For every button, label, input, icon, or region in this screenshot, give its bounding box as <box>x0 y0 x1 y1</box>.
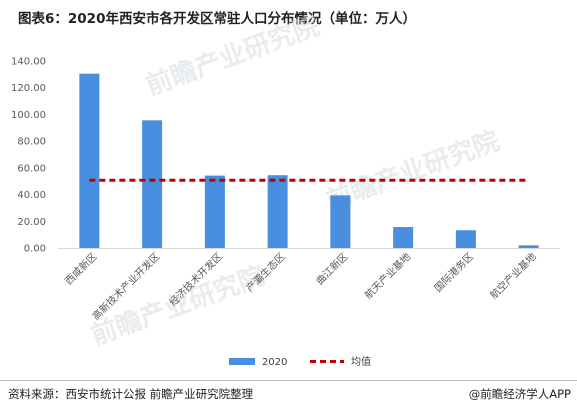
legend-label-2020: 2020 <box>262 357 287 368</box>
footer-divider <box>0 380 577 381</box>
y-tick-label: 100.00 <box>11 110 46 121</box>
y-tick-label: 0.00 <box>24 244 46 255</box>
legend-label-average: 均值 <box>351 355 371 368</box>
bar <box>142 120 163 248</box>
bar <box>204 175 225 248</box>
legend-swatch-2020 <box>229 358 255 365</box>
x-tick-label: 国际港务区 <box>431 250 476 295</box>
bar <box>79 73 100 248</box>
watermark-text: 前瞻产业研究院 <box>142 10 324 101</box>
bar <box>267 175 288 248</box>
legend: 2020 均值 <box>229 355 371 368</box>
y-tick-label: 80.00 <box>17 137 46 148</box>
y-tick-label: 60.00 <box>17 163 46 174</box>
y-tick-label: 140.00 <box>11 57 46 68</box>
axes: 0.00 20.00 40.00 60.00 80.00 100.00 120.00 140.… <box>11 57 560 255</box>
x-tick-label: 航天产业基地 <box>362 250 414 302</box>
y-tick-label: 120.00 <box>11 83 46 94</box>
x-tick-label: 曲江新区 <box>313 250 350 287</box>
x-tick-label: 航空产业基地 <box>487 250 539 302</box>
bar <box>393 227 414 248</box>
chart-title: 图表6：2020年西安市各开发区常驻人口分布情况（单位：万人） <box>18 11 416 27</box>
bar <box>330 195 351 248</box>
y-tick-label: 20.00 <box>17 217 46 228</box>
x-tick-label: 西咸新区 <box>62 250 99 287</box>
bar <box>455 230 476 248</box>
bar <box>518 245 539 248</box>
y-tick-label: 40.00 <box>17 190 46 201</box>
credit-note: @前瞻经济学人APP <box>468 387 571 401</box>
source-note: 资料来源：西安市统计公报 前瞻产业研究院整理 <box>8 387 254 401</box>
